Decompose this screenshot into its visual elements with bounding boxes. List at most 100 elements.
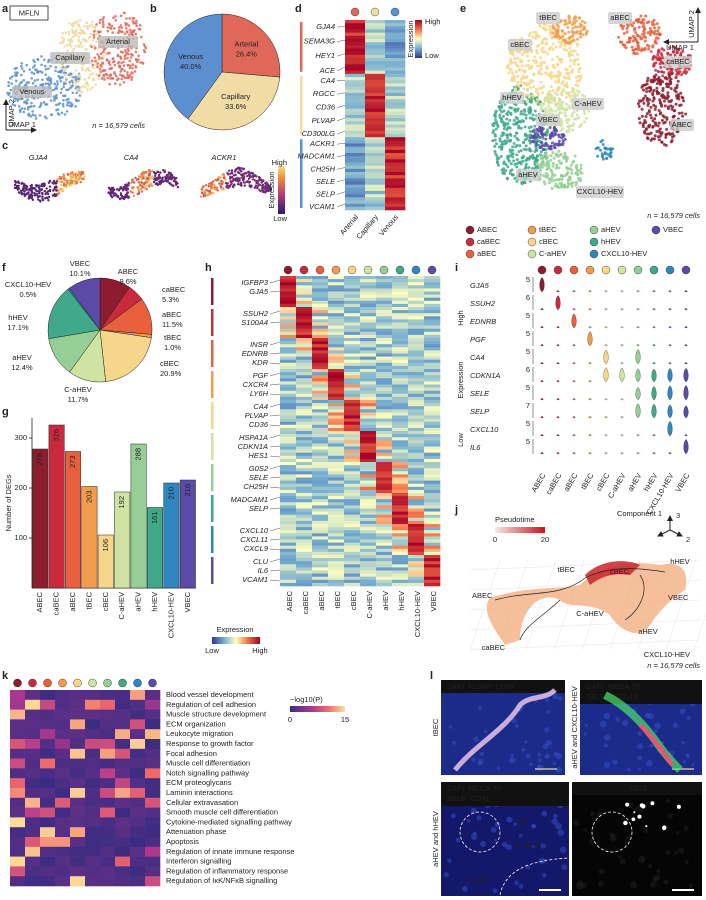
legend-label: VBEC (663, 225, 684, 234)
column-label: caBEC (544, 471, 564, 496)
cell-dot (557, 108, 561, 112)
heatmap-cell (424, 412, 441, 416)
cell-dot (552, 74, 556, 78)
heatmap-cell (344, 530, 361, 534)
cell-dot (539, 150, 543, 154)
heatmap-cell (312, 474, 329, 478)
heatmap-cell (312, 511, 329, 515)
cell-dot (22, 78, 26, 82)
cell-dot (114, 15, 117, 18)
heatmap-cell (360, 558, 377, 562)
cell-dot (556, 33, 560, 37)
gene-label: GJA5 (249, 287, 269, 296)
heatmap-cell (312, 446, 329, 450)
cell-dot (127, 49, 130, 53)
heatmap-cell (392, 471, 409, 475)
heatmap-cell (376, 483, 393, 488)
cell-dot (509, 162, 513, 166)
expression-dot (43, 182, 46, 186)
cell-dot (668, 82, 672, 86)
cell-dot (42, 101, 46, 104)
heatmap-cell (312, 421, 329, 426)
gene-tick (336, 105, 346, 108)
trajectory-label: tBEC (557, 565, 575, 574)
cell-dot (136, 60, 139, 64)
cell-dot (575, 25, 579, 29)
heatmap-cell (392, 418, 409, 422)
cell-dot (131, 63, 135, 66)
heatmap-cell (296, 406, 313, 410)
cell-dot (566, 92, 570, 96)
cell-dot (81, 38, 85, 41)
heatmap-cell (344, 570, 361, 574)
bar (179, 479, 196, 589)
cell-dot (101, 18, 104, 21)
expression-dot (213, 186, 216, 189)
cell-dot (79, 42, 82, 46)
heatmap-cell (376, 369, 393, 373)
cell-dot (522, 154, 525, 158)
heatmap-cell (70, 709, 86, 720)
cell-dot (601, 142, 605, 146)
cell-dot (646, 76, 650, 80)
heatmap-cell (328, 369, 345, 373)
heatmap-cell (360, 576, 377, 581)
cell-dot (19, 81, 22, 85)
heatmap-cell (312, 334, 329, 339)
cell-dot (648, 89, 652, 93)
cell-dot (625, 27, 629, 31)
cell-dot (510, 76, 514, 80)
trajectory-cloud (486, 563, 687, 645)
heatmap-cell (100, 788, 116, 799)
heatmap-cell (312, 390, 329, 395)
slice-label: aHEV (12, 353, 32, 362)
heatmap-cell (424, 328, 441, 333)
heatmap-cell (10, 797, 26, 808)
violin (636, 434, 640, 437)
expression-dot (238, 177, 241, 180)
heatmap-cell (312, 533, 329, 537)
expression-dot (258, 177, 261, 181)
heatmap-cell (345, 64, 366, 68)
heatmap-cell (296, 319, 313, 323)
cell-dot (658, 112, 662, 116)
cell-dot (563, 84, 567, 88)
violin (556, 380, 560, 383)
heatmap-cell (280, 285, 297, 289)
gene-tick (269, 579, 281, 582)
cell-dot (130, 53, 133, 56)
column-dot (649, 265, 659, 275)
cell-dot (500, 146, 504, 150)
heatmap-cell (360, 356, 377, 360)
expression-dot (74, 173, 77, 176)
heatmap-cell (280, 297, 297, 302)
slice-value: 33.6% (225, 102, 247, 111)
cell-dot (656, 70, 660, 74)
cell-dot (124, 24, 128, 27)
violin (556, 326, 560, 329)
heatmap-cell (392, 328, 409, 333)
expression-dot (269, 187, 273, 190)
gene-label: SELP (249, 504, 268, 513)
cell-dot (544, 107, 548, 111)
expression-dot (167, 173, 170, 176)
cell-dot (102, 48, 106, 51)
gene-title: GJA4 (29, 153, 48, 162)
cell-dot (27, 112, 31, 116)
cluster-label-box (516, 169, 540, 181)
heatmap-cell (280, 331, 297, 336)
cell-dot (567, 17, 571, 21)
expression-dot (159, 171, 162, 174)
cell-dot (575, 163, 579, 167)
cell-dot (653, 29, 657, 33)
expression-dot (147, 173, 151, 177)
heatmap-cell (40, 866, 56, 877)
heatmap-cell (360, 514, 377, 519)
cell-dot (508, 126, 512, 130)
heatmap-cell (328, 489, 345, 494)
column-label: VBEC (673, 471, 691, 494)
heatmap-cell (376, 347, 393, 351)
heatmap-cell (145, 768, 161, 779)
heatmap-cell (365, 175, 386, 179)
heatmap-cell (408, 303, 425, 308)
